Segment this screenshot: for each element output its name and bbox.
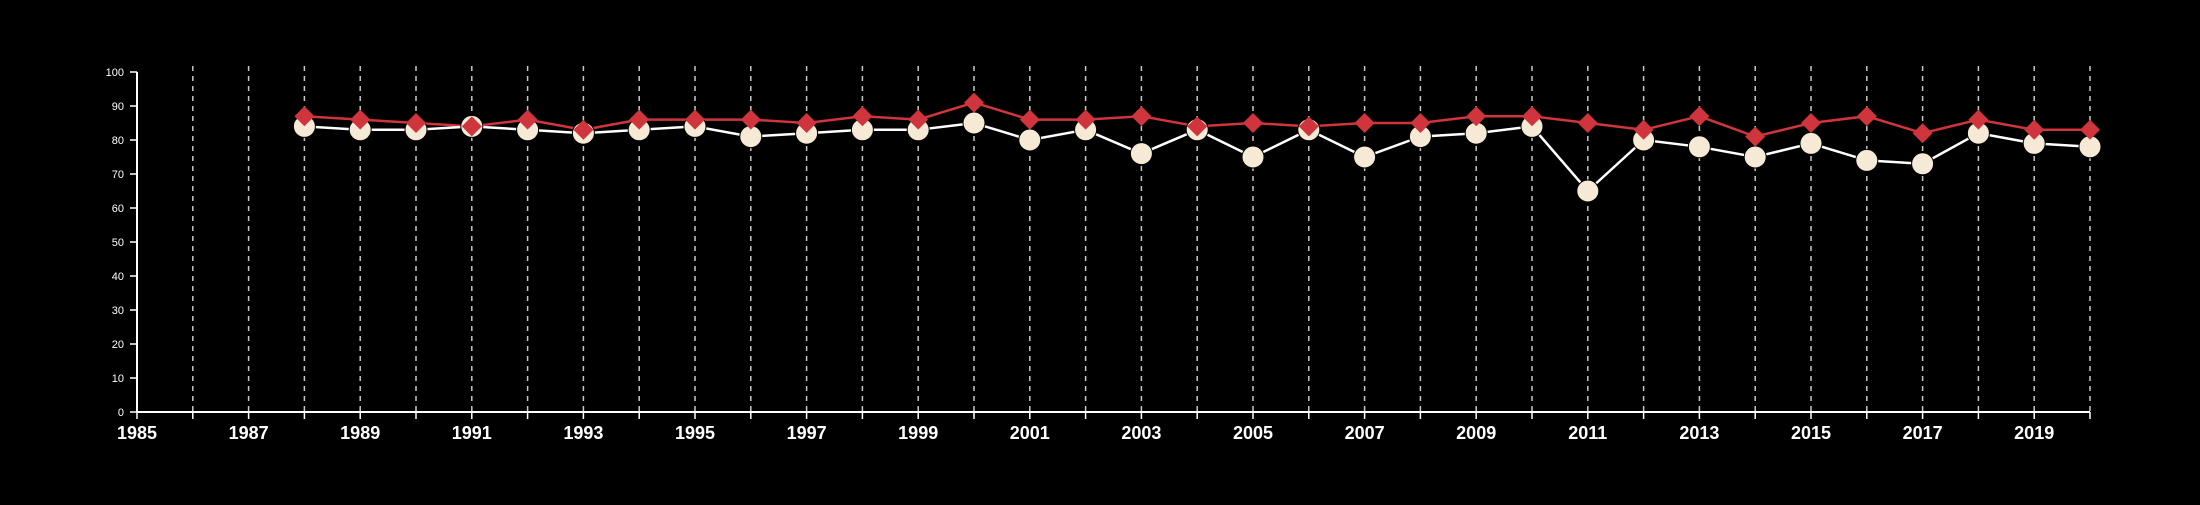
x-tick-label-2017: 2017 <box>1903 423 1943 443</box>
y-tick-label-100: 100 <box>106 67 124 79</box>
x-tick-label-2001: 2001 <box>1010 423 1050 443</box>
y-tick-label-20: 20 <box>112 339 124 351</box>
x-tick-label-2009: 2009 <box>1456 423 1496 443</box>
red-point-2020 <box>2080 119 2100 140</box>
y-tick-label-50: 50 <box>112 237 124 249</box>
red-point-2003 <box>1131 106 1152 127</box>
red-point-2013 <box>1689 106 1710 127</box>
red-point-2017 <box>1912 123 1933 144</box>
red-point-2008 <box>1410 113 1431 133</box>
x-tick-label-1997: 1997 <box>787 423 827 443</box>
cream-point-2015 <box>1799 131 1823 155</box>
x-tick-label-1987: 1987 <box>229 423 269 443</box>
y-tick-label-30: 30 <box>112 305 124 317</box>
red-point-2006 <box>1298 116 1319 137</box>
red-point-1998 <box>852 106 873 127</box>
x-tick-label-1991: 1991 <box>452 423 492 443</box>
x-tick-label-1993: 1993 <box>563 423 603 443</box>
red-point-1994 <box>629 109 650 130</box>
red-point-1999 <box>908 109 929 130</box>
red-point-1993 <box>573 119 594 140</box>
red-point-2001 <box>1019 109 1040 130</box>
red-point-2014 <box>1745 126 1766 147</box>
y-tick-label-10: 10 <box>112 373 124 385</box>
y-tick-label-90: 90 <box>112 101 124 113</box>
x-tick-label-1995: 1995 <box>675 423 715 443</box>
red-point-2012 <box>1633 119 1654 140</box>
x-tick-label-2007: 2007 <box>1345 423 1385 443</box>
cream-point-2013 <box>1687 135 1711 159</box>
x-tick-label-2005: 2005 <box>1233 423 1273 443</box>
red-point-2010 <box>1522 106 1542 127</box>
y-tick-label-80: 80 <box>112 135 124 147</box>
x-tick-label-2013: 2013 <box>1679 423 1719 443</box>
cream-point-2007 <box>1353 145 1377 169</box>
y-tick-label-40: 40 <box>112 271 124 283</box>
red-point-2004 <box>1187 116 1208 137</box>
red-point-2019 <box>2024 119 2045 140</box>
red-point-1996 <box>740 109 761 130</box>
x-tick-label-2011: 2011 <box>1568 423 1607 443</box>
cream-point-2017 <box>1911 152 1935 176</box>
red-point-2007 <box>1354 113 1375 133</box>
red-point-2015 <box>1801 113 1821 133</box>
red-point-1988 <box>294 106 315 127</box>
cream-point-2016 <box>1855 148 1879 172</box>
x-tick-label-2015: 2015 <box>1791 423 1831 443</box>
cream-point-2001 <box>1018 128 1042 152</box>
red-point-1997 <box>796 113 817 133</box>
x-tick-label-1985: 1985 <box>117 423 157 443</box>
red-point-1990 <box>406 113 426 133</box>
red-point-2005 <box>1243 113 1263 133</box>
x-tick-label-2003: 2003 <box>1121 423 1161 443</box>
x-tick-label-1989: 1989 <box>340 423 380 443</box>
red-point-2011 <box>1577 113 1598 133</box>
cream-point-2000 <box>962 111 986 135</box>
red-point-1991 <box>461 116 482 137</box>
x-tick-label-1999: 1999 <box>898 423 938 443</box>
red-point-1989 <box>350 109 371 130</box>
cream-point-2014 <box>1743 145 1767 169</box>
cream-point-2003 <box>1129 142 1153 166</box>
cream-point-2005 <box>1241 145 1265 169</box>
red-point-2018 <box>1968 109 1989 130</box>
red-point-2016 <box>1856 106 1877 127</box>
y-tick-label-60: 60 <box>112 203 124 215</box>
x-tick-label-2019: 2019 <box>2014 423 2054 443</box>
y-tick-label-0: 0 <box>118 407 124 419</box>
red-point-1995 <box>685 109 705 130</box>
red-point-1992 <box>517 109 538 130</box>
red-point-2000 <box>964 92 984 113</box>
red-point-2009 <box>1466 106 1487 127</box>
red-point-2002 <box>1075 109 1096 130</box>
cream-point-2011 <box>1576 179 1600 203</box>
y-tick-label-70: 70 <box>112 169 124 181</box>
